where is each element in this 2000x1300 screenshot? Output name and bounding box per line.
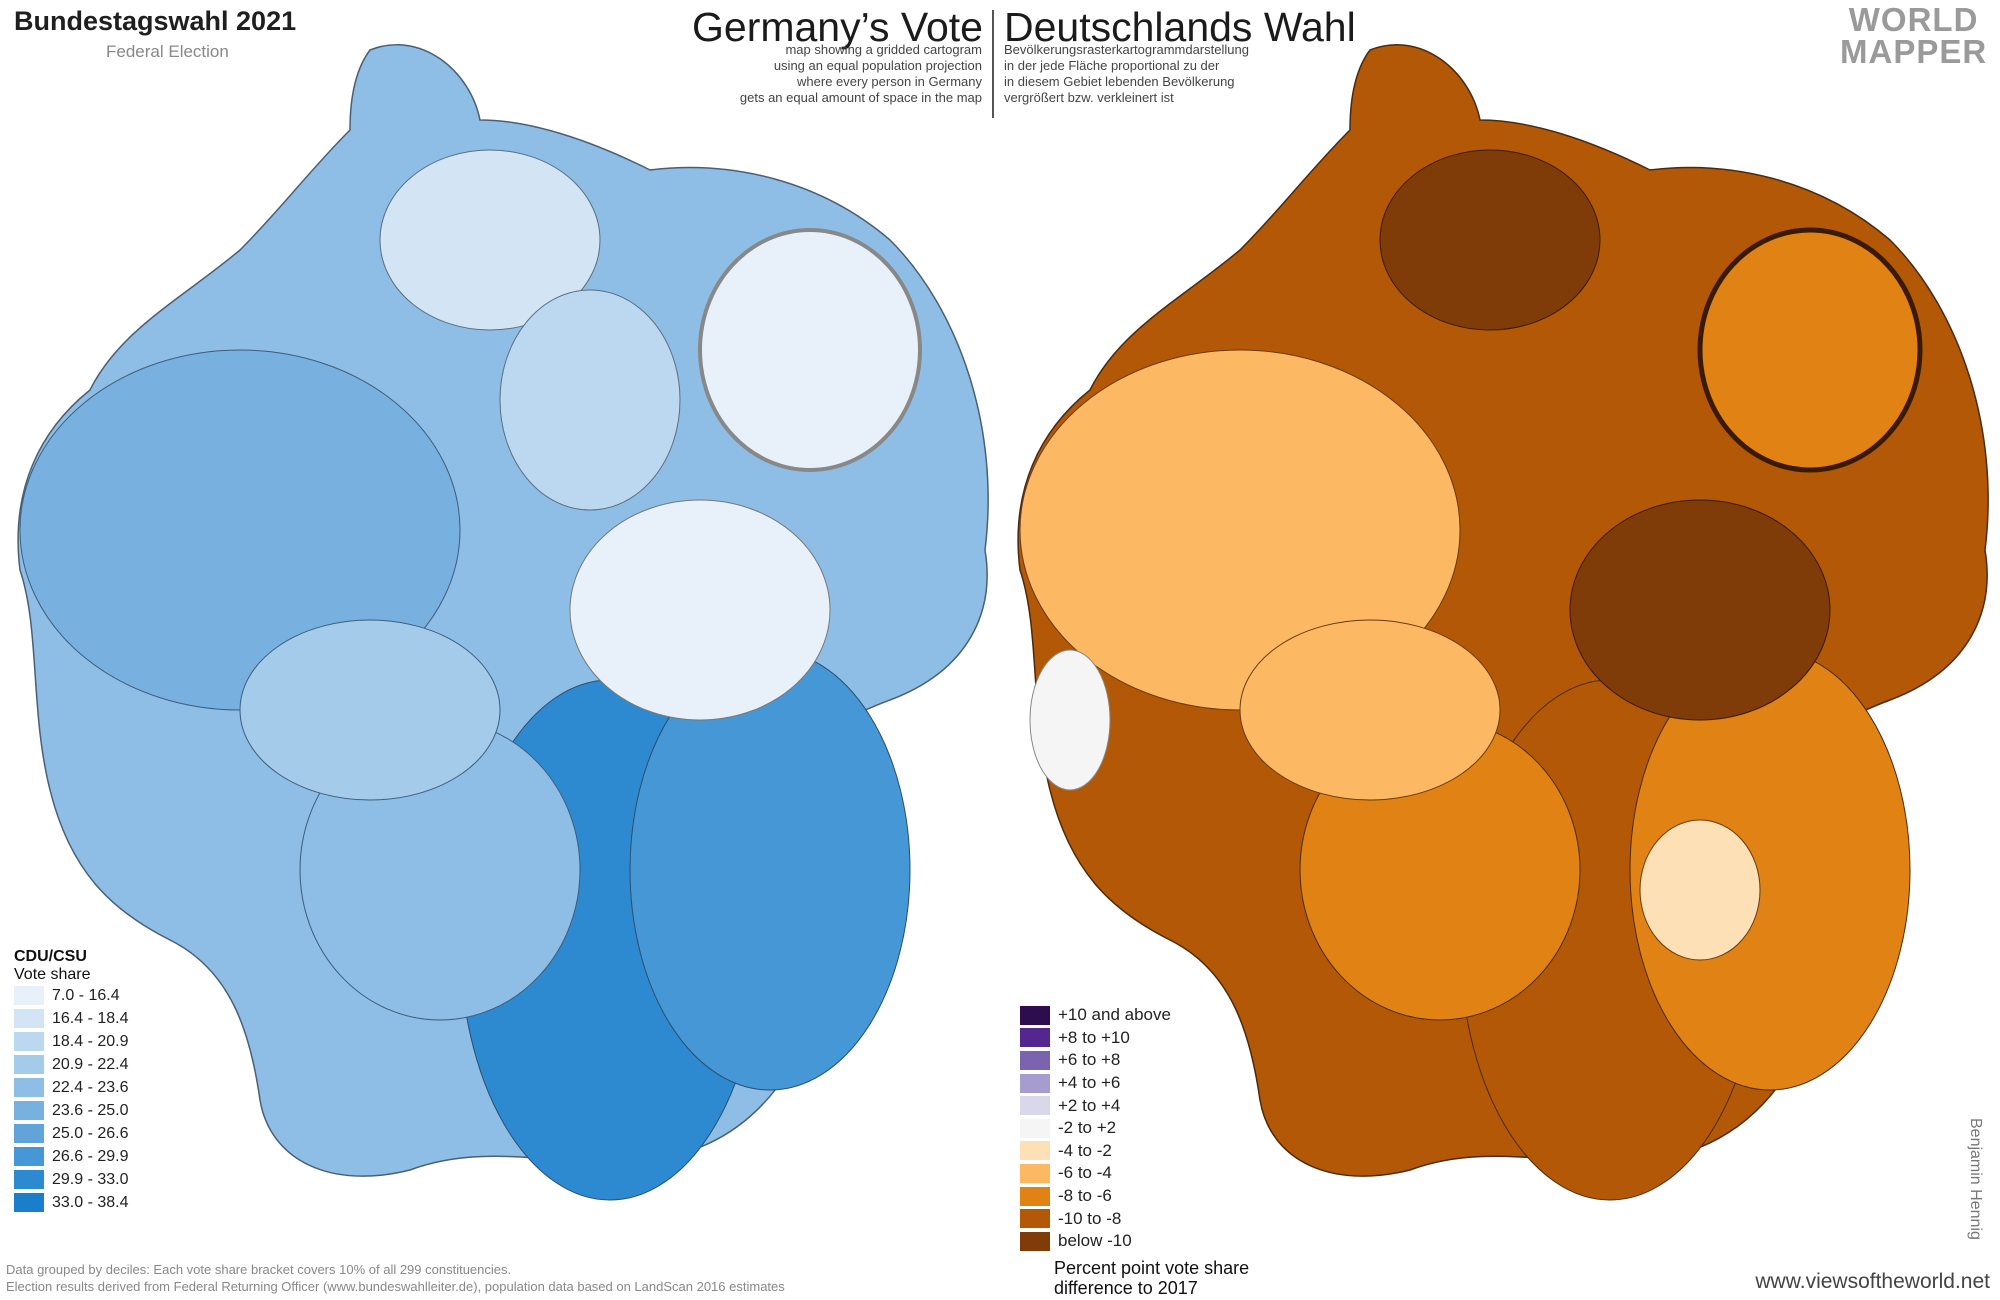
cdu-vote-share-cartogram bbox=[17, 44, 989, 1201]
legend-swatch bbox=[14, 1170, 44, 1189]
region-bloc bbox=[1029, 649, 1111, 791]
region-bloc bbox=[1239, 619, 1501, 801]
legend-label: 25.0 - 26.6 bbox=[52, 1124, 129, 1142]
legend-item: below -10 bbox=[1020, 1230, 1171, 1253]
legend-swatch bbox=[14, 1055, 44, 1074]
legend-swatch bbox=[1020, 1096, 1050, 1116]
region-bloc bbox=[698, 228, 922, 472]
legend-label: 18.4 - 20.9 bbox=[52, 1032, 129, 1050]
legend-item: 7.0 - 16.4 bbox=[14, 984, 129, 1007]
legend-party: CDU/CSU bbox=[14, 948, 87, 965]
legend-item: +8 to +10 bbox=[1020, 1027, 1171, 1050]
logo-line-1: WORLD bbox=[1848, 1, 1979, 38]
legend-label: 7.0 - 16.4 bbox=[52, 986, 120, 1004]
data-source-note: Data grouped by deciles: Each vote share… bbox=[6, 1262, 785, 1294]
legend-item: -8 to -6 bbox=[1020, 1185, 1171, 1208]
legend-label: +6 to +8 bbox=[1058, 1050, 1121, 1070]
legend-swatch bbox=[1020, 1231, 1050, 1251]
region-bloc bbox=[1569, 499, 1831, 721]
legend-item: 29.9 - 33.0 bbox=[14, 1168, 129, 1191]
legend-item: 26.6 - 29.9 bbox=[14, 1145, 129, 1168]
legend-rows: 7.0 - 16.4 16.4 - 18.4 18.4 - 20.9 20.9 - 2… bbox=[14, 984, 129, 1214]
description-german: Bevölkerungsrasterkartogrammdarstellung … bbox=[1004, 42, 1249, 105]
legend-label: 23.6 - 25.0 bbox=[52, 1101, 129, 1119]
legend-label: -4 to -2 bbox=[1058, 1140, 1112, 1160]
legend-swatch bbox=[14, 986, 44, 1005]
vote-change-legend: +10 and above +8 to +10 +6 to +8 +4 to +6 +2… bbox=[1020, 1004, 1171, 1253]
legend-label: +10 and above bbox=[1058, 1005, 1171, 1025]
legend-swatch bbox=[1020, 1186, 1050, 1206]
legend-swatch bbox=[1020, 1141, 1050, 1161]
legend-swatch bbox=[14, 1009, 44, 1028]
headline-english: Germany’s Vote bbox=[692, 4, 983, 50]
region-bloc bbox=[499, 289, 681, 511]
legend-item: -6 to -4 bbox=[1020, 1162, 1171, 1185]
map-title: Bundestagswahl 2021 bbox=[14, 6, 297, 36]
legend-swatch bbox=[14, 1124, 44, 1143]
legend-swatch bbox=[1020, 1163, 1050, 1183]
website-link[interactable]: www.viewsoftheworld.net bbox=[1755, 1270, 1990, 1293]
legend-item: 33.0 - 38.4 bbox=[14, 1191, 129, 1214]
region-bloc bbox=[1379, 149, 1601, 331]
region-bloc bbox=[1697, 227, 1923, 473]
legend-swatch bbox=[14, 1147, 44, 1166]
description-english: map showing a gridded cartogram using an… bbox=[739, 42, 982, 105]
region-bloc bbox=[239, 619, 501, 801]
legend-swatch bbox=[1020, 1028, 1050, 1048]
legend-item: -4 to -2 bbox=[1020, 1140, 1171, 1163]
legend-label: 22.4 - 23.6 bbox=[52, 1078, 129, 1096]
legend-rows: +10 and above +8 to +10 +6 to +8 +4 to +6 +2… bbox=[1020, 1004, 1171, 1253]
legend-label: 20.9 - 22.4 bbox=[52, 1055, 129, 1073]
legend-swatch bbox=[1020, 1209, 1050, 1229]
legend-item: +10 and above bbox=[1020, 1004, 1171, 1027]
legend-swatch bbox=[14, 1032, 44, 1051]
legend-swatch bbox=[1020, 1073, 1050, 1093]
legend-label: 16.4 - 18.4 bbox=[52, 1009, 129, 1027]
legend-label: 33.0 - 38.4 bbox=[52, 1193, 129, 1211]
logo-line-2: MAPPER bbox=[1840, 33, 1988, 70]
legend-label: +4 to +6 bbox=[1058, 1073, 1121, 1093]
legend-swatch bbox=[14, 1101, 44, 1120]
region-bloc bbox=[379, 149, 601, 331]
legend-item: -10 to -8 bbox=[1020, 1207, 1171, 1230]
legend-swatch bbox=[1020, 1005, 1050, 1025]
legend-label: -10 to -8 bbox=[1058, 1208, 1122, 1228]
legend-label: +2 to +4 bbox=[1058, 1095, 1121, 1115]
vote-share-legend: CDU/CSU Vote share 7.0 - 16.4 16.4 - 18.4… bbox=[14, 948, 129, 1214]
legend-swatch bbox=[1020, 1118, 1050, 1138]
region-bloc bbox=[569, 499, 831, 721]
legend-label: -6 to -4 bbox=[1058, 1163, 1112, 1183]
author-credit: Benjamin Hennig bbox=[1967, 1118, 1984, 1240]
legend-label: -2 to +2 bbox=[1058, 1118, 1117, 1138]
legend-label: +8 to +10 bbox=[1058, 1027, 1130, 1047]
legend-label: 29.9 - 33.0 bbox=[52, 1170, 129, 1188]
worldmapper-logo: WORLD MAPPER bbox=[1840, 1, 1988, 70]
region-bloc bbox=[1639, 819, 1761, 961]
legend-measure: Vote share bbox=[14, 966, 91, 983]
legend-item: -2 to +2 bbox=[1020, 1117, 1171, 1140]
legend-item: 16.4 - 18.4 bbox=[14, 1007, 129, 1030]
legend-swatch bbox=[14, 1078, 44, 1097]
legend-swatch bbox=[14, 1193, 44, 1212]
headline-divider bbox=[992, 10, 994, 118]
legend-note: Percent point vote share difference to 2… bbox=[1054, 1258, 1250, 1298]
headline-german: Deutschlands Wahl bbox=[1004, 4, 1356, 50]
legend-item: +4 to +6 bbox=[1020, 1072, 1171, 1095]
legend-label: below -10 bbox=[1058, 1231, 1132, 1251]
legend-item: 23.6 - 25.0 bbox=[14, 1099, 129, 1122]
legend-label: 26.6 - 29.9 bbox=[52, 1147, 129, 1165]
legend-item: 18.4 - 20.9 bbox=[14, 1030, 129, 1053]
legend-swatch bbox=[1020, 1050, 1050, 1070]
legend-item: 25.0 - 26.6 bbox=[14, 1122, 129, 1145]
legend-label: -8 to -6 bbox=[1058, 1186, 1112, 1206]
legend-item: +2 to +4 bbox=[1020, 1094, 1171, 1117]
legend-item: +6 to +8 bbox=[1020, 1049, 1171, 1072]
legend-item: 20.9 - 22.4 bbox=[14, 1053, 129, 1076]
vote-change-cartogram bbox=[1017, 44, 1989, 1201]
legend-item: 22.4 - 23.6 bbox=[14, 1076, 129, 1099]
map-subtitle: Federal Election bbox=[106, 42, 229, 61]
